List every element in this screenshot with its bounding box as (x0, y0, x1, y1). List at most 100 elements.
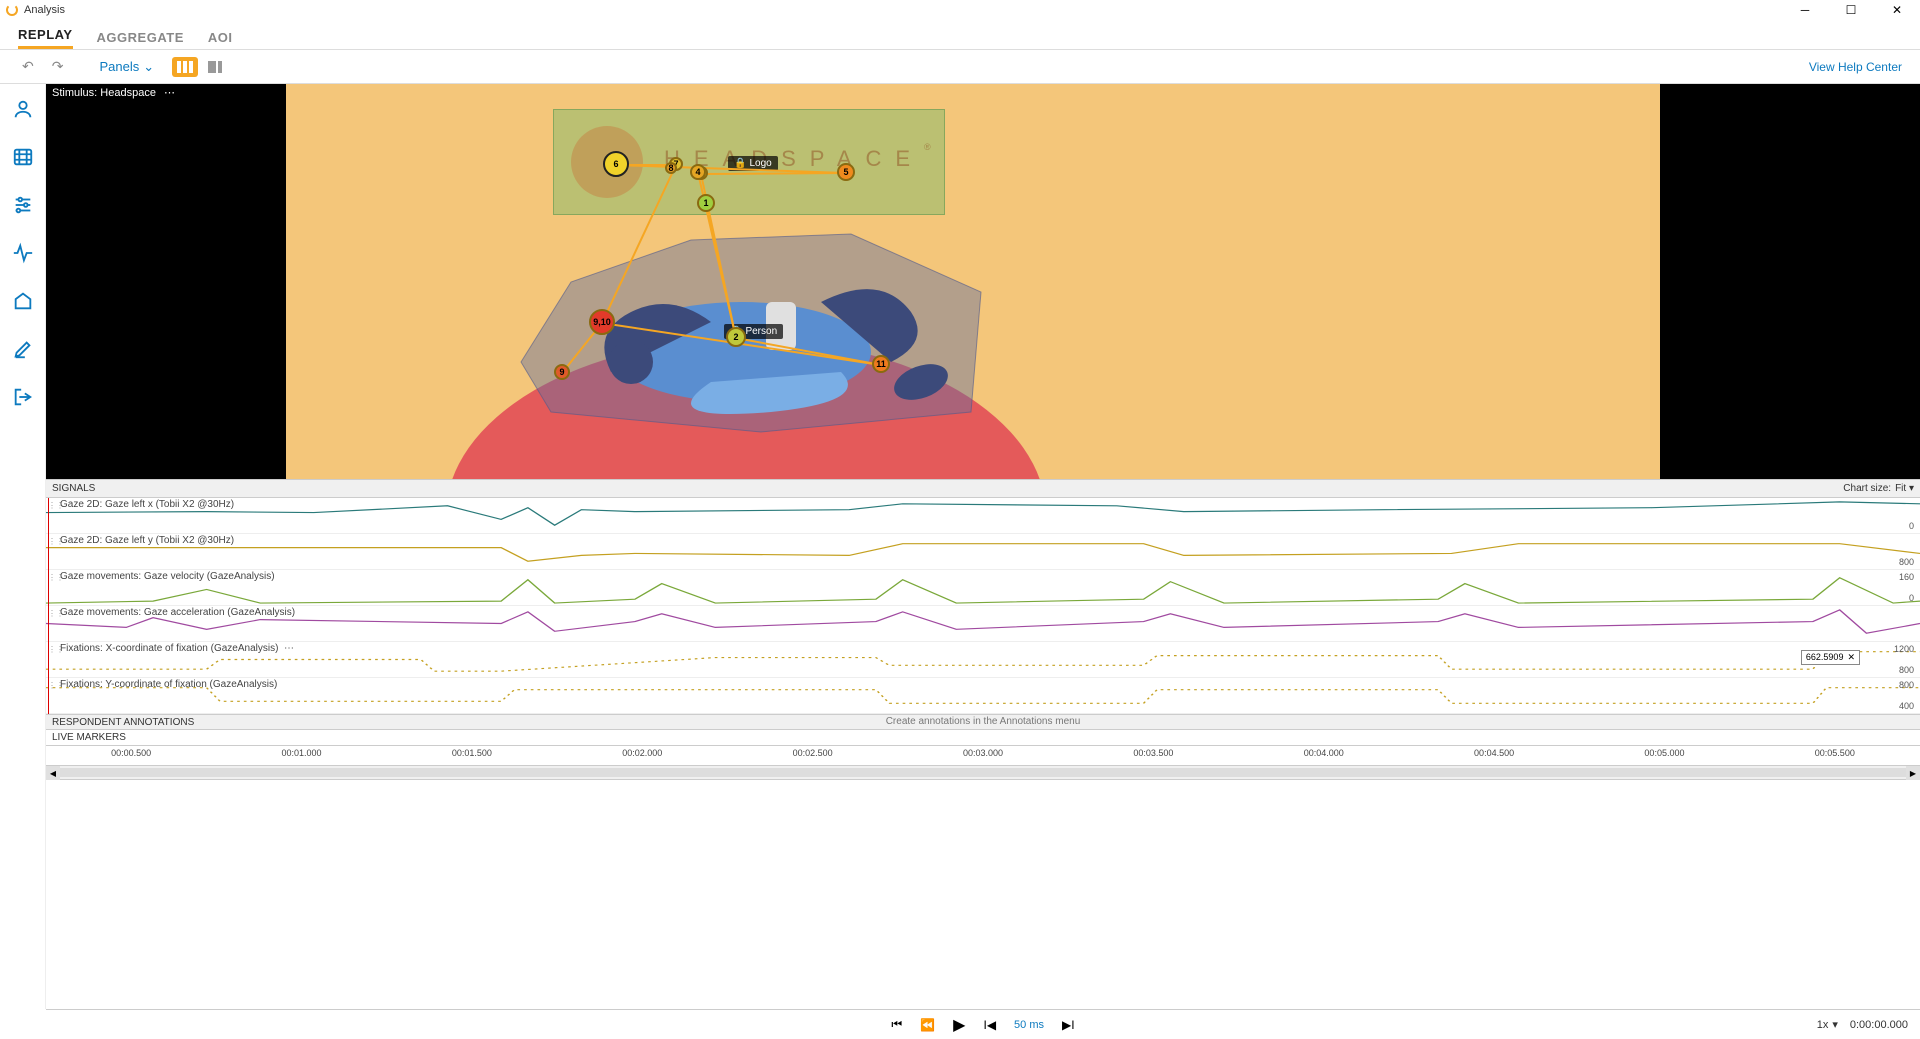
timeline-tick: 00:05.000 (1644, 748, 1684, 758)
layout-columns-button[interactable] (172, 57, 198, 77)
chart-size-dropdown[interactable]: Fit ▾ (1895, 483, 1914, 494)
signal-value-badge[interactable]: 662.5909✕ (1801, 650, 1860, 665)
stimulus-frame[interactable]: HEADSPACE ® 🔒 Logo 🔒 Person 123456789,10… (286, 84, 1660, 479)
stimulus-panel: Stimulus: Headspace ⋯ (46, 84, 1920, 479)
timeline-ruler[interactable]: 00:00.500 00:01.000 00:01.500 00:02.000 00:0… (46, 746, 1920, 766)
axis-max: 800 (1899, 680, 1914, 690)
timeline-tick: 00:03.500 (1133, 748, 1173, 758)
signal-row[interactable]: ⋮⋮Fixations: X-coordinate of fixation (G… (46, 642, 1920, 678)
fixation-point[interactable]: 9,10 (589, 309, 615, 335)
maximize-button[interactable]: ☐ (1828, 0, 1874, 20)
timeline-tick: 00:04.500 (1474, 748, 1514, 758)
axis-min: 0 (1909, 593, 1914, 603)
chevron-down-icon: ⌄ (143, 59, 154, 75)
layout-toggle (172, 57, 228, 77)
timeline-tick: 00:01.000 (282, 748, 322, 758)
axis-max: 1200 (1894, 644, 1914, 654)
layout-split-button[interactable] (202, 57, 228, 77)
sidebar (0, 84, 46, 1009)
title-bar: Analysis (0, 0, 1920, 20)
app-logo-icon (6, 4, 18, 16)
fixation-point[interactable]: 9 (554, 364, 570, 380)
fixation-point[interactable]: 2 (726, 327, 746, 347)
timeline-scrollbar[interactable]: ◀ ▶ (46, 766, 1920, 780)
signal-label: Gaze 2D: Gaze left y (Tobii X2 @30Hz) (60, 535, 234, 546)
axis-min: 400 (1899, 701, 1914, 711)
close-button[interactable]: ✕ (1874, 0, 1920, 20)
signal-row[interactable]: ⋮⋮Gaze movements: Gaze velocity (GazeAna… (46, 570, 1920, 606)
play-button[interactable]: ▶ (953, 1015, 965, 1035)
fixation-point[interactable]: 5 (837, 163, 855, 181)
step-back-button[interactable]: I◀ (983, 1018, 996, 1032)
stimulus-menu-icon[interactable]: ⋯ (164, 86, 175, 99)
signal-label: Gaze movements: Gaze velocity (GazeAnaly… (60, 571, 275, 582)
tab-aoi[interactable]: AOI (208, 30, 233, 49)
respondent-icon[interactable] (12, 98, 34, 120)
signal-row[interactable]: ⋮⋮Gaze 2D: Gaze left y (Tobii X2 @30Hz)8… (46, 534, 1920, 570)
prev-marker-button[interactable]: ⏮ (891, 1017, 902, 1032)
timeline-tick: 00:02.500 (793, 748, 833, 758)
toolbar: ↶ ↷ Panels ⌄ View Help Center (0, 50, 1920, 84)
signals-panel: SIGNALS Chart size: Fit ▾ ⋮⋮Gaze 2D: Gaz… (46, 479, 1920, 1009)
signal-label: Fixations: Y-coordinate of fixation (Gaz… (60, 679, 277, 690)
playback-bar: ⏮ ⏪ ▶ I◀ 50 ms ▶I 1x ▾ 0:00:00.000 (46, 1009, 1920, 1039)
signal-row[interactable]: ⋮⋮Fixations: Y-coordinate of fixation (G… (46, 678, 1920, 714)
signals-icon[interactable] (12, 242, 34, 264)
fixation-point[interactable]: 8 (665, 162, 677, 174)
live-markers-title: LIVE MARKERS (52, 732, 126, 743)
logo-registered: ® (924, 142, 931, 152)
playback-time: 0:00:00.000 (1850, 1019, 1908, 1031)
tab-aggregate[interactable]: AGGREGATE (97, 30, 184, 49)
tab-replay[interactable]: REPLAY (18, 27, 73, 49)
scroll-right-button[interactable]: ▶ (1906, 766, 1920, 780)
fixation-point[interactable]: 4 (690, 164, 706, 180)
axis-min: 800 (1899, 665, 1914, 675)
chart-size-label: Chart size: (1843, 483, 1891, 494)
tab-bar: REPLAY AGGREGATE AOI (0, 20, 1920, 50)
step-forward-button[interactable]: ▶I (1062, 1018, 1075, 1032)
axis-min: 800 (1899, 557, 1914, 567)
timeline-tick: 00:00.500 (111, 748, 151, 758)
timeline-tick: 00:05.500 (1815, 748, 1855, 758)
panels-dropdown[interactable]: Panels ⌄ (99, 59, 154, 75)
fixation-point[interactable]: 11 (872, 355, 890, 373)
sliders-icon[interactable] (12, 194, 34, 216)
rewind-button[interactable]: ⏪ (920, 1018, 935, 1032)
chevron-down-icon: ▾ (1832, 1018, 1838, 1031)
signal-row[interactable]: ⋮⋮Gaze 2D: Gaze left x (Tobii X2 @30Hz)0 (46, 498, 1920, 534)
signal-label: Gaze movements: Gaze acceleration (GazeA… (60, 607, 295, 618)
exit-icon[interactable] (12, 386, 34, 408)
playback-speed[interactable]: 1x ▾ (1817, 1018, 1838, 1031)
signal-label: Fixations: X-coordinate of fixation (Gaz… (60, 643, 294, 654)
fixation-point[interactable]: 6 (603, 151, 629, 177)
timeline-tick: 00:01.500 (452, 748, 492, 758)
annotations-hint: Create annotations in the Annotations me… (886, 716, 1081, 727)
minimize-button[interactable]: ─ (1782, 0, 1828, 20)
annotations-title: RESPONDENT ANNOTATIONS (52, 717, 194, 728)
help-center-link[interactable]: View Help Center (1809, 60, 1902, 74)
stimulus-title: Stimulus: Headspace (52, 87, 156, 99)
undo-button[interactable]: ↶ (18, 56, 38, 77)
panels-label: Panels (99, 59, 139, 74)
timeline-tick: 00:04.000 (1304, 748, 1344, 758)
scroll-left-button[interactable]: ◀ (46, 766, 60, 780)
window-title: Analysis (24, 4, 65, 16)
timeline-tick: 00:03.000 (963, 748, 1003, 758)
signal-label: Gaze 2D: Gaze left x (Tobii X2 @30Hz) (60, 499, 234, 510)
edit-icon[interactable] (12, 338, 34, 360)
timeline-tick: 00:02.000 (622, 748, 662, 758)
aoi-shape-icon[interactable] (12, 290, 34, 312)
axis-max: 160 (1899, 572, 1914, 582)
playhead-cursor[interactable] (48, 498, 49, 714)
chevron-down-icon: ▾ (1909, 483, 1914, 494)
signal-row[interactable]: ⋮⋮Gaze movements: Gaze acceleration (Gaz… (46, 606, 1920, 642)
scroll-track[interactable] (60, 768, 1906, 777)
film-icon[interactable] (12, 146, 34, 168)
signals-title: SIGNALS (52, 483, 95, 494)
fixation-point[interactable]: 1 (697, 194, 715, 212)
window-controls: ─ ☐ ✕ (1782, 0, 1920, 20)
redo-button[interactable]: ↷ (48, 56, 68, 77)
close-icon[interactable]: ✕ (1847, 652, 1855, 662)
step-size[interactable]: 50 ms (1014, 1019, 1044, 1031)
axis-min: 0 (1909, 521, 1914, 531)
